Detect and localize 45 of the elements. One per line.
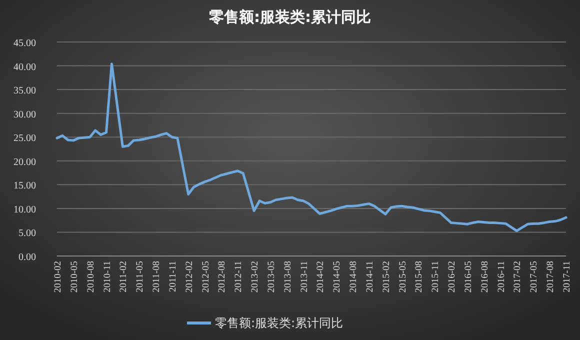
x-tick-label: 2013-02: [250, 260, 261, 293]
x-tick-label: 2012-08: [218, 260, 228, 293]
x-tick-label: 2016-05: [464, 260, 474, 293]
x-tick-label: 2010-08: [86, 260, 96, 293]
x-tick-label: 2014-11: [365, 260, 376, 292]
x-tick-label: 2011-11: [168, 260, 178, 292]
y-tick-label: 10.00: [14, 204, 36, 216]
x-tick-label: 2015-08: [414, 260, 425, 293]
x-tick-label: 2017-02: [513, 260, 524, 293]
x-tick-label: 2016-08: [480, 260, 490, 293]
x-tick-label: 2011-02: [119, 260, 130, 292]
x-tick-label: 2010-02: [54, 260, 64, 293]
y-tick-label: 30.00: [14, 109, 36, 120]
y-tick-label: 0.00: [18, 252, 36, 263]
x-tick-label: 2012-11: [234, 260, 244, 292]
x-tick-label: 2010-05: [70, 260, 80, 293]
y-tick-label: 40.00: [14, 62, 36, 73]
chart-title: 零售额:服装类:累计同比: [209, 8, 371, 26]
x-tick-label: 2013-08: [283, 260, 294, 293]
y-tick-label: 20.00: [14, 156, 36, 168]
x-tick-label: 2017-08: [546, 260, 556, 293]
x-tick-label: 2015-11: [431, 260, 442, 292]
x-tick-label: 2011-05: [136, 260, 146, 292]
y-tick-label: 15.00: [14, 180, 36, 192]
x-tick-label: 2017-05: [530, 260, 540, 293]
y-tick-label: 45.00: [14, 38, 36, 49]
line-series: [56, 62, 568, 232]
x-tick-label: 2014-05: [332, 260, 343, 293]
x-tick-label: 2013-05: [266, 260, 277, 293]
y-tick-label: 5.00: [18, 228, 36, 240]
x-tick-label: 2014-02: [316, 260, 326, 293]
x-tick-label: 2014-08: [349, 260, 360, 293]
x-tick-label: 2017-11: [562, 260, 572, 292]
y-tick-label: 25.00: [14, 133, 36, 144]
x-tick-label: 2013-11: [300, 260, 310, 292]
x-tick-label: 2012-02: [184, 260, 195, 293]
x-tick-label: 2011-08: [152, 260, 162, 292]
x-tick-label: 2010-11: [102, 260, 113, 292]
x-tick-label: 2016-02: [448, 260, 458, 293]
x-tick-label: 2012-05: [201, 260, 212, 293]
x-tick-label: 2015-02: [382, 260, 392, 293]
x-tick-label: 2015-05: [398, 260, 408, 293]
x-tick-label: 2016-11: [496, 260, 507, 292]
legend-label: 零售额:服装类:累计同比: [215, 316, 344, 330]
y-tick-label: 35.00: [14, 86, 36, 97]
